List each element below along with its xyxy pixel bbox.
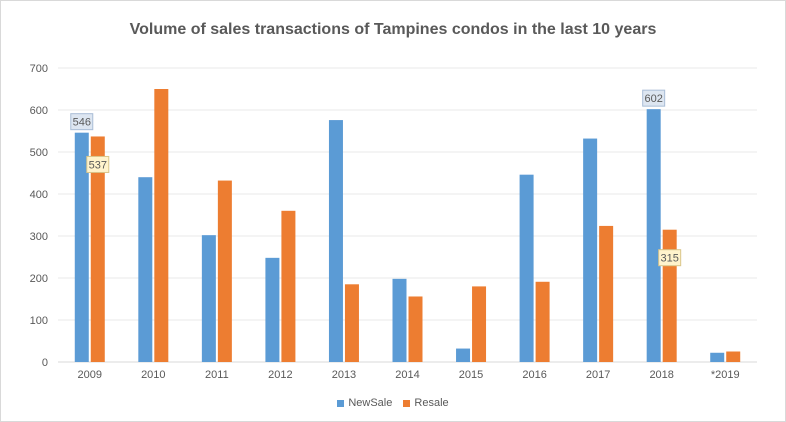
y-tick-label: 200 xyxy=(30,273,48,285)
bar-resale-2015 xyxy=(472,286,487,362)
bar-resale-2013 xyxy=(344,284,359,362)
legend-swatch-resale xyxy=(403,399,411,407)
bar-resale-2019 xyxy=(726,351,741,362)
y-tick-label: 600 xyxy=(30,105,48,117)
bar-resale-2017 xyxy=(599,225,614,362)
bar-resale-2016 xyxy=(535,281,550,362)
legend-label-newsale: NewSale xyxy=(348,397,393,409)
legend-label-resale: Resale xyxy=(414,397,449,409)
legend: NewSale Resale xyxy=(0,397,786,410)
y-tick-label: 700 xyxy=(30,63,48,75)
x-tick-label: 2017 xyxy=(586,369,610,381)
data-label: 546 xyxy=(73,117,91,129)
x-tick-label: 2012 xyxy=(268,369,292,381)
bar-resale-2009 xyxy=(90,136,105,362)
y-tick-label: 500 xyxy=(30,147,48,159)
bar-newsale-2013 xyxy=(328,120,343,362)
bar-resale-2012 xyxy=(281,210,296,362)
data-label: 315 xyxy=(661,253,679,265)
bar-newsale-2009 xyxy=(74,132,89,362)
x-tick-label: 2018 xyxy=(649,369,673,381)
bar-newsale-2011 xyxy=(201,235,216,362)
legend-swatch-newsale xyxy=(337,399,345,407)
bar-resale-2011 xyxy=(217,180,232,362)
bar-newsale-2015 xyxy=(456,348,471,362)
y-tick-label: 0 xyxy=(42,357,48,369)
x-tick-label: 2010 xyxy=(141,369,165,381)
y-tick-label: 100 xyxy=(30,315,48,327)
x-tick-label: 2016 xyxy=(522,369,546,381)
data-label: 602 xyxy=(645,93,663,105)
x-tick-label: 2009 xyxy=(78,369,102,381)
x-tick-label: 2013 xyxy=(332,369,356,381)
bar-newsale-2012 xyxy=(265,257,280,362)
bar-newsale-2010 xyxy=(138,177,153,362)
data-label: 537 xyxy=(89,159,107,171)
bar-resale-2014 xyxy=(408,296,423,362)
x-tick-label: *2019 xyxy=(711,369,740,381)
data-label-box xyxy=(642,89,666,107)
legend-item-newsale: NewSale xyxy=(337,397,392,409)
x-tick-label: 2014 xyxy=(395,369,419,381)
data-label-box xyxy=(70,113,94,131)
chart-title: Volume of sales transactions of Tampines… xyxy=(129,21,657,38)
bar-newsale-2019 xyxy=(710,352,725,362)
data-label-box xyxy=(658,249,682,267)
y-tick-label: 400 xyxy=(30,189,48,201)
x-tick-label: 2015 xyxy=(459,369,483,381)
bar-resale-2010 xyxy=(154,89,169,362)
bar-newsale-2017 xyxy=(583,138,598,362)
x-tick-label: 2011 xyxy=(205,369,229,381)
data-label-box xyxy=(86,155,110,173)
bar-newsale-2018 xyxy=(646,109,661,362)
bar-newsale-2016 xyxy=(519,174,534,362)
legend-item-resale: Resale xyxy=(403,397,449,409)
y-tick-label: 300 xyxy=(30,231,48,243)
bar-newsale-2014 xyxy=(392,278,407,362)
